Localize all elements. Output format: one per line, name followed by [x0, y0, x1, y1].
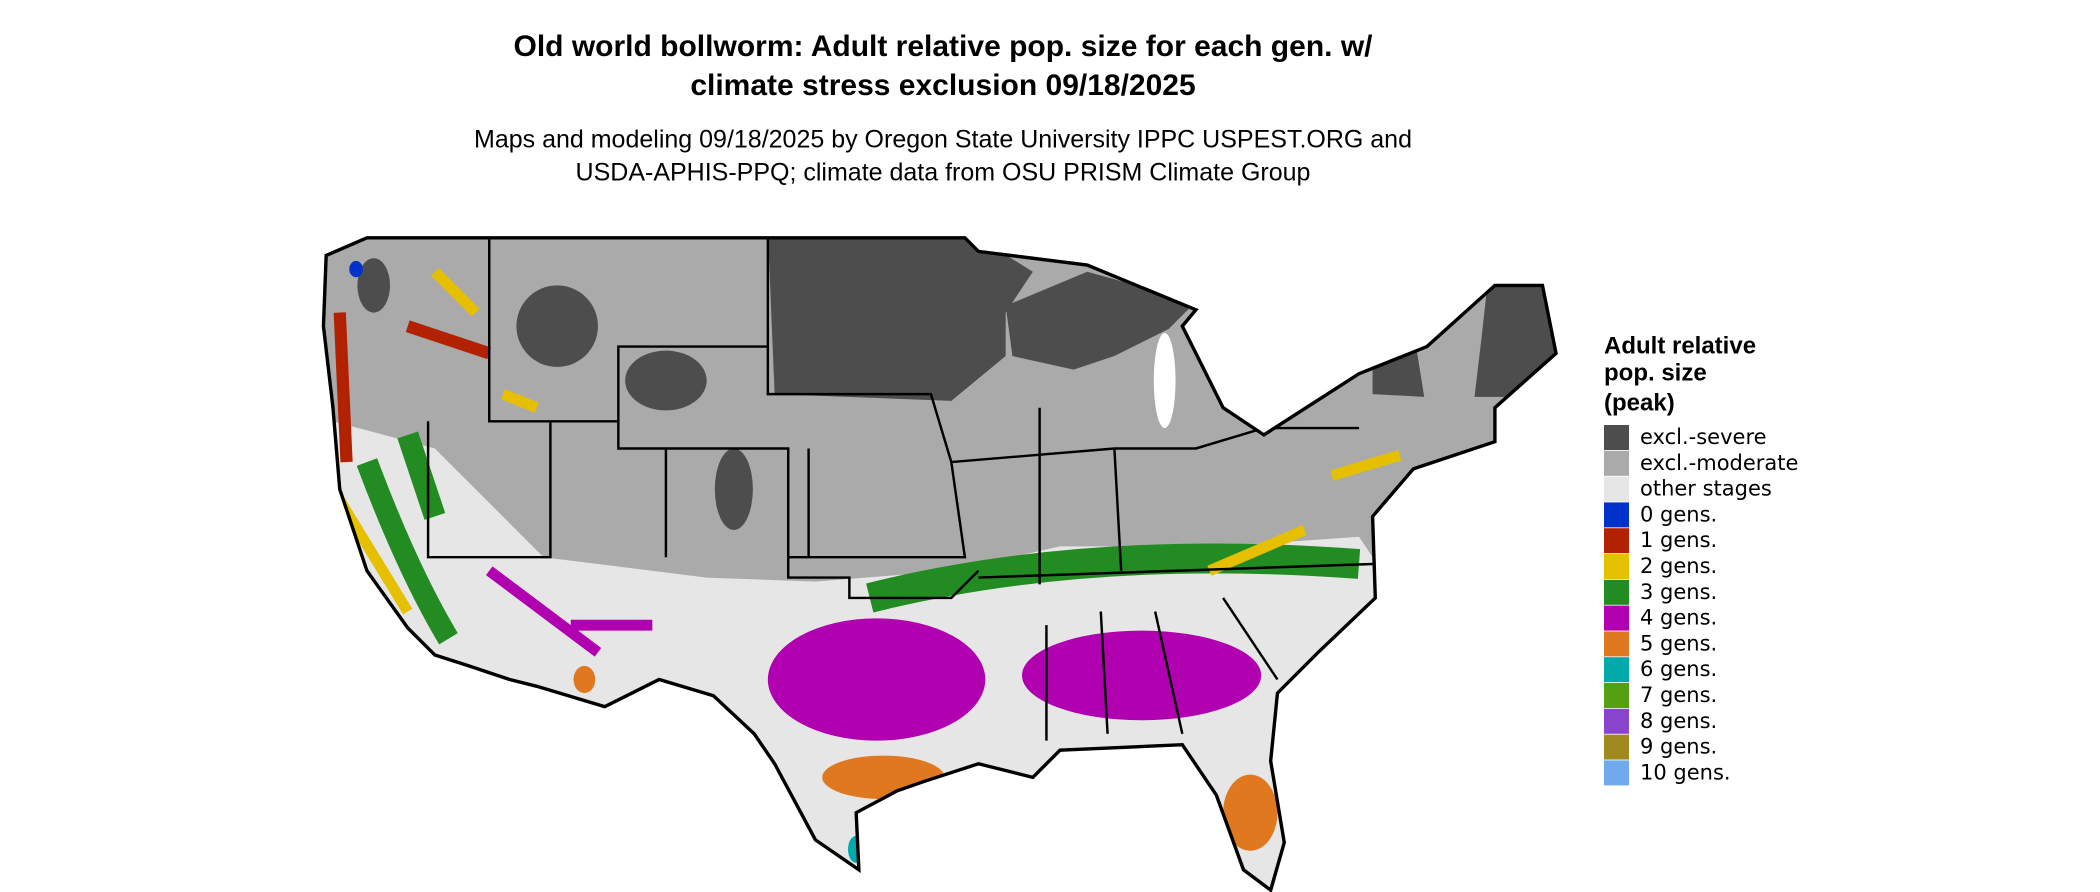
legend-title: pop. size: [1604, 359, 1707, 386]
map-region: [357, 258, 391, 313]
map-region: [333, 312, 492, 463]
map: [321, 236, 1558, 892]
title: Old world bollworm: Adult relative pop. …: [514, 30, 1374, 63]
map-region: [822, 755, 945, 800]
legend-swatch: [1604, 579, 1629, 605]
legend-swatch: [1604, 528, 1629, 554]
legend-swatch: [1604, 631, 1629, 657]
legend-swatch: [1604, 734, 1629, 760]
map-region: [1021, 630, 1262, 721]
legend-label: 0 gens.: [1640, 502, 1717, 526]
legend-swatch: [1604, 605, 1629, 631]
legend-label: 4 gens.: [1640, 606, 1717, 630]
legend-swatch: [1604, 683, 1629, 708]
title: climate stress exclusion 09/18/2025: [690, 69, 1195, 102]
legend-label: 7 gens.: [1640, 683, 1717, 707]
map-region: [625, 350, 707, 411]
legend-swatch: [1604, 554, 1629, 579]
legend-label: 5 gens.: [1640, 631, 1717, 655]
legend: Adult relative pop. size (peak) excl.-se…: [1604, 332, 1798, 786]
map-region: [1223, 774, 1278, 851]
legend-label: excl.-severe: [1640, 425, 1767, 449]
map-region: [1005, 271, 1196, 370]
legend-label: 6 gens.: [1640, 657, 1717, 681]
legend-title: (peak): [1604, 389, 1675, 416]
legend-swatch: [1604, 502, 1629, 528]
legend-swatch: [1604, 760, 1629, 786]
map-region: [714, 448, 753, 531]
legend-label: 3 gens.: [1640, 580, 1717, 604]
legend-swatch: [1604, 425, 1629, 450]
map-region: [1372, 346, 1425, 397]
legend-label: 9 gens.: [1640, 735, 1717, 759]
map-region: [866, 543, 1361, 613]
legend-title: Adult relative: [1604, 332, 1756, 359]
legend-label: other stages: [1640, 477, 1772, 501]
legend-label: excl.-moderate: [1640, 451, 1798, 475]
legend-label: 10 gens.: [1640, 760, 1731, 784]
legend-label: 2 gens.: [1640, 554, 1717, 578]
legend-swatch: [1604, 450, 1629, 476]
legend-label: 1 gens.: [1640, 528, 1717, 552]
map-region: [516, 285, 598, 367]
lake: [1153, 332, 1176, 429]
subtitle: Maps and modeling 09/18/2025 by Oregon S…: [474, 126, 1412, 154]
state-borders: [426, 237, 1373, 741]
map-region: [1474, 278, 1557, 397]
map-region: [328, 267, 1402, 615]
legend-swatch: [1604, 657, 1629, 683]
legend-swatch: [1604, 476, 1629, 502]
map-region: [485, 566, 653, 657]
subtitle: USDA-APHIS-PPQ; climate data from OSU PR…: [576, 159, 1311, 187]
map-region: [767, 618, 986, 741]
map-region: [349, 260, 363, 278]
legend-swatch: [1604, 708, 1629, 734]
legend-label: 8 gens.: [1640, 709, 1717, 733]
map-region: [767, 237, 1033, 401]
map-region: [356, 431, 458, 645]
map-region: [573, 665, 596, 694]
